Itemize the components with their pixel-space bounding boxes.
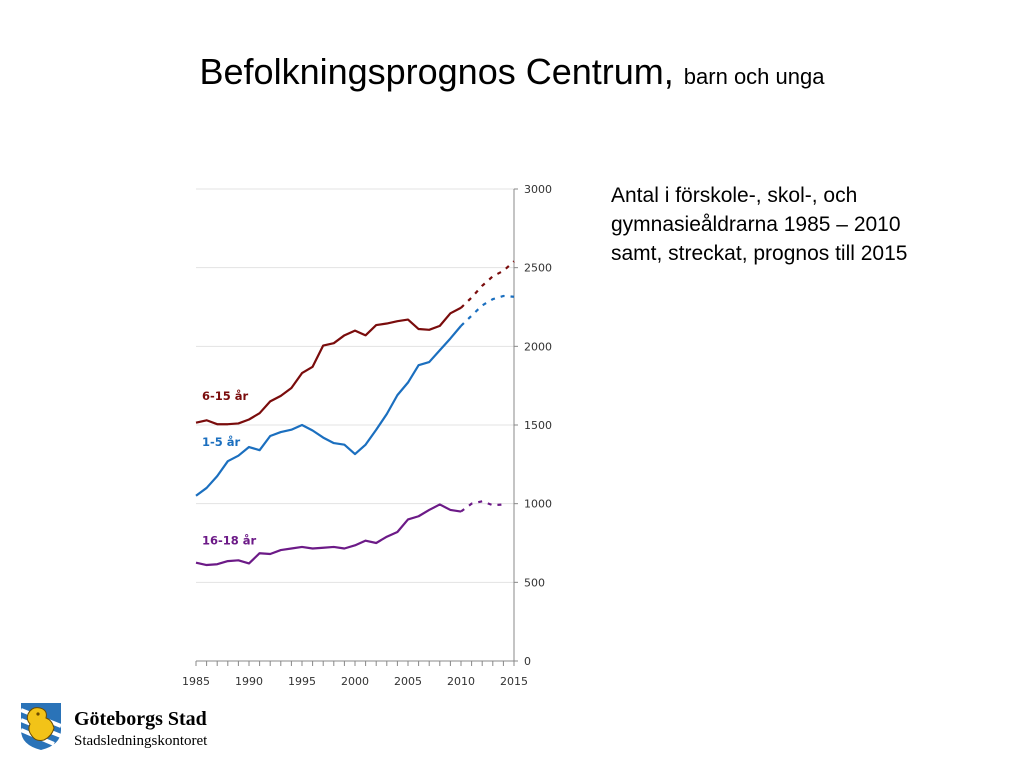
x-tick-label-1985: 1985 [182, 675, 210, 688]
slide-title: Befolkningsprognos Centrum, barn och ung… [0, 50, 1024, 99]
logo-department: Stadsledningskontoret [74, 733, 208, 749]
series-forecast-line-16-18-r [460, 500, 504, 513]
chart-series-labels: 6-15 år 1-5 år 16-18 år [202, 389, 257, 548]
description-line-1: Antal i förskole-, skol-, och [611, 184, 858, 207]
x-tick-label-2015: 2015 [500, 675, 528, 688]
chart-gridlines [196, 188, 514, 583]
y-tick-label-3000: 3000 [524, 183, 552, 196]
series-line-6-15-r [195, 306, 462, 426]
goteborgs-stad-logo: Göteborgs Stad Stadsledningskontoret [18, 700, 248, 754]
chart-axes: 0 500 1000 1500 2000 2500 3000 1985 1990 1995 2000… [182, 183, 552, 688]
y-tick-label-2000: 2000 [524, 340, 552, 353]
chart-series [195, 260, 515, 567]
series-forecast-line-6-15-r [460, 260, 515, 309]
series-line-16-18-r [195, 503, 462, 567]
series-label-6-15-r: 6-15 år [202, 389, 249, 403]
description-line-2: gymnasieåldrarna 1985 – 2010 [611, 213, 901, 236]
description-line-3: samt, streckat, prognos till 2015 [611, 242, 908, 265]
y-tick-label-1000: 1000 [524, 498, 552, 511]
chart-description: Antal i förskole-, skol-, och gymnasieål… [611, 181, 1011, 268]
y-tick-label-0: 0 [524, 655, 531, 668]
series-label-16-18-r: 16-18 år [202, 534, 257, 548]
series-forecast-line-1-5-r [460, 294, 515, 327]
goteborg-lion-coat-of-arms-icon [20, 703, 62, 750]
x-tick-label-2005: 2005 [394, 675, 422, 688]
slide-title-sub: barn och unga [683, 64, 825, 89]
logo-name: Göteborgs Stad [74, 708, 207, 730]
x-tick-label-2000: 2000 [341, 675, 369, 688]
y-tick-label-500: 500 [524, 576, 545, 589]
slide-title-main: Befolkningsprognos Centrum, [199, 51, 674, 92]
series-line-1-5-r [195, 325, 462, 497]
y-tick-label-1500: 1500 [524, 419, 552, 432]
x-tick-label-2010: 2010 [447, 675, 475, 688]
series-label-1-5-r: 1-5 år [202, 435, 241, 449]
x-tick-label-1990: 1990 [235, 675, 263, 688]
x-tick-label-1995: 1995 [288, 675, 316, 688]
y-tick-label-2500: 2500 [524, 262, 552, 275]
